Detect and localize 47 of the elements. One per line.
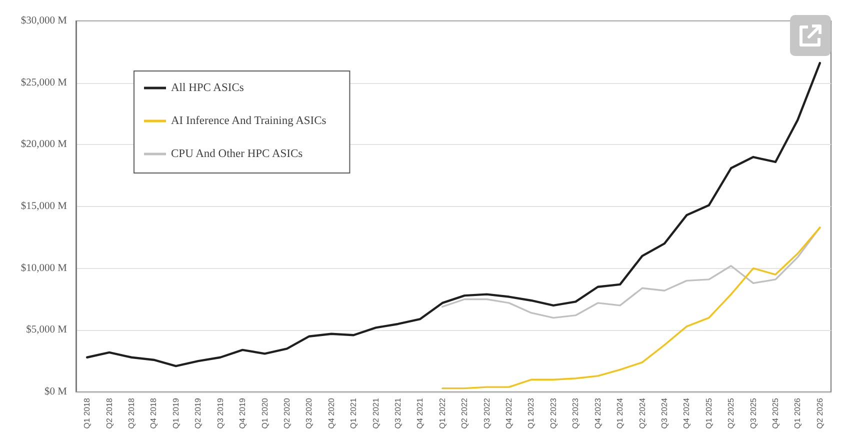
x-tick-label: Q3 2020 [304,397,314,429]
x-tick-label: Q4 2018 [149,397,158,429]
x-tick-label: Q2 2026 [815,397,824,429]
legend-label: All HPC ASICs [171,82,244,94]
x-tick-label: Q1 2018 [82,397,92,429]
y-tick-label: $25,000 M [20,77,68,88]
x-tick-label: Q3 2023 [571,397,580,429]
x-tick-label: Q4 2020 [326,397,336,429]
x-tick-label: Q4 2022 [504,397,514,429]
y-tick-label: $30,000 M [20,16,68,26]
x-tick-label: Q4 2024 [682,397,692,429]
y-tick-label: $10,000 M [20,262,68,274]
x-tick-label: Q3 2018 [127,397,136,429]
legend-label: AI Inference And Training ASICs [171,115,327,127]
x-tick-label: Q2 2022 [460,397,470,429]
x-tick-label: Q1 2019 [171,397,180,429]
line-series [442,226,821,319]
x-tick-label: Q1 2023 [526,397,536,429]
x-tick-label: Q2 2020 [282,397,292,429]
x-tick-label: Q2 2019 [194,397,203,429]
y-tick-label: $5,000 M [26,324,68,336]
x-tick-label: Q4 2023 [593,397,602,429]
x-tick-label: Q4 2021 [416,397,425,429]
y-tick-label: $20,000 M [20,139,68,150]
x-tick-label: Q3 2025 [748,397,758,429]
x-tick-label: Q2 2024 [638,397,647,429]
x-tick-label: Q1 2024 [616,397,625,429]
x-tick-label: Q3 2021 [393,397,402,429]
y-tick-label: $15,000 M [20,201,68,212]
x-tick-label: Q1 2022 [438,397,447,429]
line-series [442,226,821,390]
x-tick-label: Q3 2019 [216,397,225,429]
line-series [86,62,821,368]
x-tick-label: Q2 2021 [371,397,380,429]
x-tick-label: Q1 2026 [793,397,802,429]
y-tick-label: $0 M [44,386,68,398]
legend-label: CPU And Other HPC ASICs [171,148,304,160]
x-tick-label: Q4 2019 [238,397,248,429]
x-tick-label: Q2 2025 [726,397,736,429]
x-tick-label: Q3 2022 [482,397,492,429]
x-tick-label: Q1 2020 [260,397,270,429]
x-tick-label: Q2 2023 [548,397,558,429]
x-tick-label: Q4 2025 [770,397,780,429]
x-tick-label: Q3 2024 [660,397,669,429]
x-tick-label: Q1 2021 [349,397,358,429]
x-tick-label: Q1 2025 [704,397,714,429]
x-tick-label: Q2 2018 [104,397,114,429]
